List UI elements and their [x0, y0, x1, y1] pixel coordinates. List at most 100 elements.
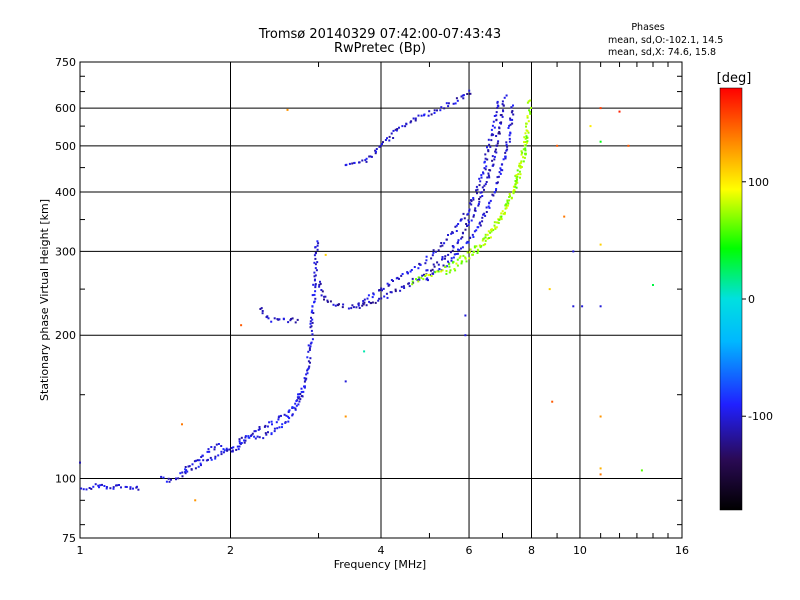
- data-point: [294, 402, 297, 405]
- scatter-point: [286, 108, 289, 111]
- data-point: [243, 441, 246, 444]
- data-point: [381, 289, 383, 292]
- data-point: [476, 188, 479, 191]
- data-point: [244, 439, 247, 442]
- data-point: [520, 153, 523, 156]
- x-tick-label: 16: [675, 544, 689, 557]
- data-point: [326, 299, 329, 302]
- data-point: [313, 300, 316, 303]
- data-point: [205, 459, 208, 462]
- data-point: [129, 486, 132, 489]
- data-point: [414, 117, 417, 120]
- data-point: [223, 449, 226, 452]
- data-point: [479, 221, 481, 224]
- data-point: [314, 297, 317, 300]
- data-point: [411, 277, 414, 280]
- data-point: [94, 483, 97, 486]
- scatter-point: [599, 305, 602, 308]
- data-point: [299, 398, 302, 401]
- data-point: [430, 269, 432, 272]
- scatter-point: [599, 473, 602, 476]
- x-axis-label: Frequency [MHz]: [334, 558, 426, 571]
- data-point: [493, 155, 496, 158]
- data-point: [466, 240, 469, 243]
- data-point: [504, 211, 506, 214]
- data-point: [514, 174, 517, 177]
- data-point: [495, 111, 498, 114]
- data-point: [320, 289, 323, 291]
- data-point: [447, 263, 450, 266]
- x-tick-label: 6: [466, 544, 473, 557]
- data-point: [289, 319, 292, 322]
- data-point: [445, 238, 448, 241]
- data-point: [214, 457, 217, 460]
- colorbar: [deg] 100 0 -100: [717, 71, 773, 511]
- data-point: [277, 418, 280, 421]
- data-point: [516, 181, 519, 184]
- data-point: [320, 294, 323, 297]
- data-point: [505, 149, 508, 152]
- data-point: [314, 263, 317, 266]
- data-point: [497, 175, 500, 178]
- data-point: [521, 151, 524, 154]
- data-point: [184, 471, 187, 473]
- data-point: [270, 320, 273, 323]
- data-point: [460, 247, 462, 250]
- data-point: [524, 132, 527, 135]
- data-point: [509, 123, 512, 126]
- data-point: [305, 377, 308, 380]
- data-point: [529, 112, 532, 115]
- data-point: [363, 298, 366, 301]
- data-point: [238, 440, 241, 443]
- data-point: [510, 111, 513, 114]
- data-point: [427, 114, 430, 117]
- scatter-point: [556, 144, 559, 147]
- data-point: [524, 152, 527, 155]
- data-point: [506, 201, 509, 204]
- data-point: [371, 296, 374, 299]
- data-point: [382, 287, 385, 290]
- data-point: [409, 121, 412, 124]
- data-point: [524, 149, 527, 152]
- data-point: [493, 221, 496, 224]
- data-point: [311, 333, 314, 336]
- data-point: [479, 224, 482, 227]
- data-point: [303, 380, 306, 383]
- data-point: [379, 144, 382, 147]
- data-point: [524, 147, 527, 150]
- data-point: [460, 237, 463, 240]
- data-point: [319, 282, 322, 285]
- data-point: [488, 176, 491, 179]
- data-point: [129, 487, 132, 490]
- data-point: [208, 450, 211, 453]
- data-point: [82, 488, 85, 491]
- data-point: [441, 269, 444, 272]
- data-point: [468, 237, 471, 239]
- data-point: [268, 421, 271, 424]
- data-point: [314, 246, 317, 249]
- data-point: [500, 218, 503, 221]
- data-point: [448, 265, 451, 268]
- data-point: [261, 310, 264, 312]
- x-tick-label: 1: [77, 544, 84, 557]
- data-point: [408, 285, 411, 288]
- data-point: [457, 223, 460, 225]
- scatter-point: [599, 140, 602, 143]
- data-point: [388, 139, 391, 142]
- data-point: [187, 465, 190, 468]
- data-point: [491, 133, 494, 136]
- data-point: [170, 478, 172, 481]
- colorbar-gradient: [719, 87, 743, 511]
- data-point: [167, 477, 170, 480]
- data-point: [291, 413, 294, 416]
- chart-title: Tromsø 20140329 07:42:00-07:43:43: [258, 27, 501, 42]
- data-point: [477, 204, 480, 207]
- data-point: [374, 301, 377, 304]
- data-point: [449, 251, 452, 254]
- data-point: [394, 288, 397, 291]
- data-point: [431, 254, 434, 257]
- data-point: [417, 267, 420, 270]
- data-point: [238, 438, 241, 441]
- data-point: [377, 299, 380, 302]
- data-point: [282, 318, 285, 321]
